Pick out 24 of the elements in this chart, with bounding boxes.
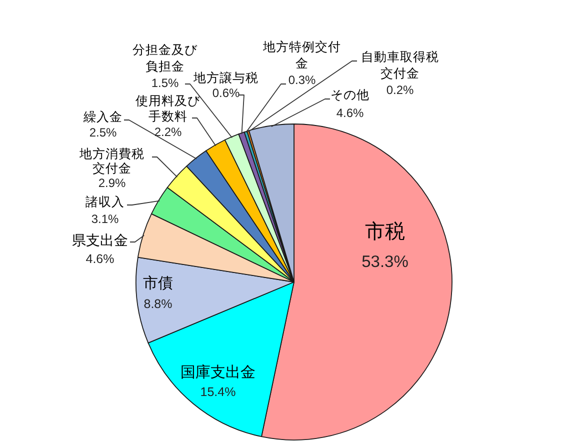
slice-label: 市債	[143, 274, 173, 292]
slice-label: 市税	[365, 221, 405, 243]
data-label: 4.6%	[336, 106, 364, 120]
data-label: 2.2%	[154, 125, 182, 139]
slice-label: 使用料及び手数料	[136, 94, 202, 124]
data-label: 0.2%	[386, 83, 414, 97]
slice-label: 県支出金	[72, 232, 128, 248]
data-label: 1.5%	[151, 76, 179, 90]
data-label: 15.4%	[200, 385, 236, 399]
data-label: 0.3%	[288, 73, 316, 87]
slice-label: 地方消費税交付金	[78, 146, 144, 176]
data-label: 8.8%	[144, 297, 172, 311]
data-label: 4.6%	[86, 252, 114, 266]
slice-label: 自動車取得税交付金	[361, 50, 439, 80]
data-label: 53.3%	[362, 253, 409, 271]
data-label: 0.6%	[212, 86, 240, 100]
data-label: 2.5%	[89, 126, 117, 140]
data-label: 2.9%	[98, 176, 126, 190]
slice-label: 諸収入	[86, 195, 124, 209]
data-label: 3.1%	[91, 212, 119, 226]
slice-label: その他	[330, 88, 370, 102]
slice-label: 地方特例交付金	[262, 39, 341, 70]
slice-label: 繰入金	[82, 110, 122, 124]
slice-label: 国庫支出金	[180, 364, 256, 380]
